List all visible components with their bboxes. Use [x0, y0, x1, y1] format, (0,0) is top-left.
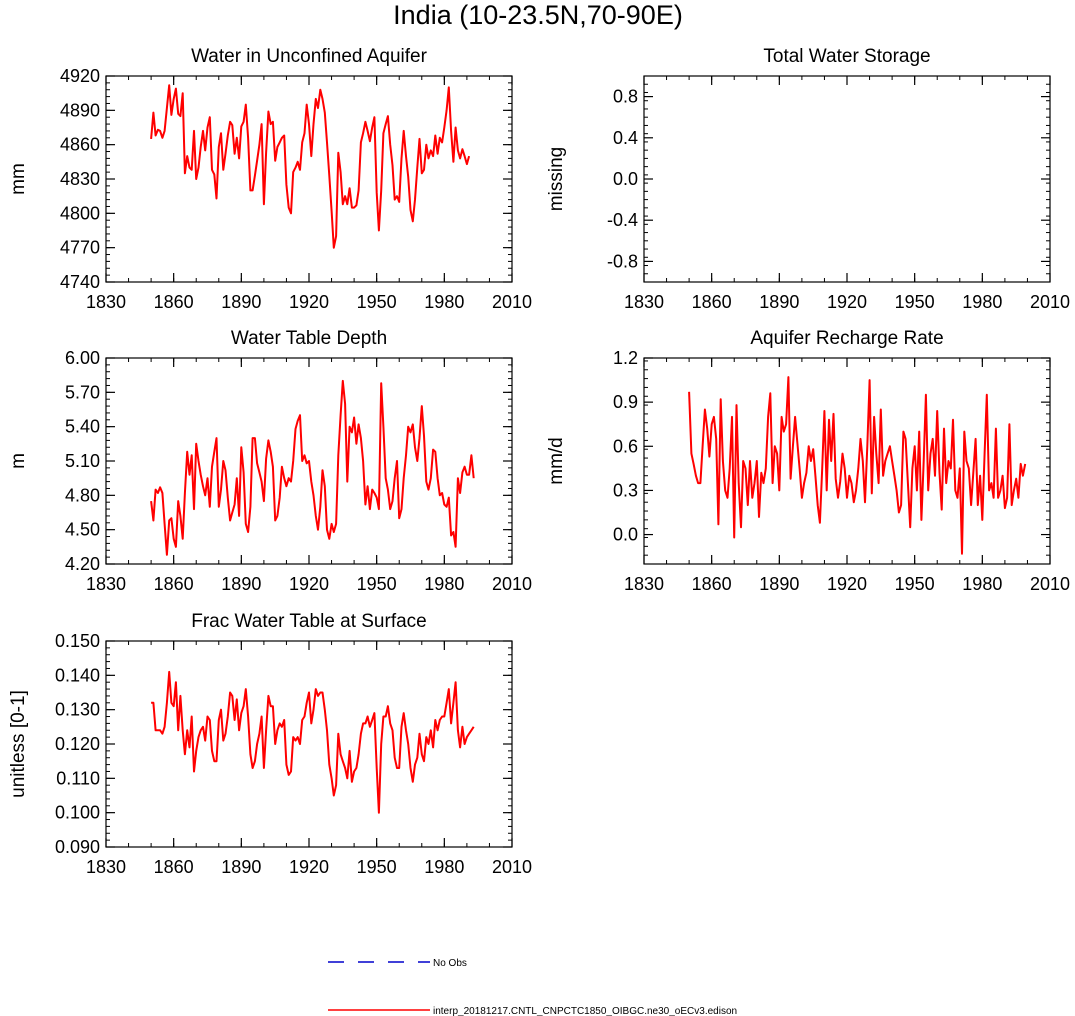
legend-obs-label: No Obs	[433, 958, 467, 969]
y-tick-label: 4890	[60, 100, 100, 120]
figure-title: India (10-23.5N,70-90E)	[393, 0, 683, 30]
y-tick-label: 4800	[60, 203, 100, 223]
x-tick-label: 1950	[357, 292, 397, 312]
y-axis-label: m	[8, 453, 29, 469]
y-tick-label: 4740	[60, 272, 100, 292]
y-tick-label: -0.8	[607, 251, 638, 271]
x-tick-label: 1860	[154, 857, 194, 877]
x-tick-label: 1890	[221, 292, 261, 312]
y-axis-label: mm	[8, 163, 29, 195]
legend: No Obs interp_20181217.CNTL_CNPCTC1850_O…	[328, 958, 737, 1016]
y-tick-label: 0.130	[55, 700, 100, 720]
x-tick-label: 1950	[357, 574, 397, 594]
y-tick-label: 5.40	[65, 417, 100, 437]
plot-frame	[643, 75, 1051, 283]
x-tick-label: 1860	[154, 292, 194, 312]
panel-title: Aquifer Recharge Rate	[750, 328, 943, 349]
x-tick-label: 1980	[424, 574, 464, 594]
x-tick-label: 1980	[962, 574, 1002, 594]
chart-panel-2: Total Water Storage missing 1830 1860 1890 19…	[546, 46, 1070, 312]
y-tick-label: 4920	[60, 66, 100, 86]
y-tick-label: 0.100	[55, 803, 100, 823]
x-tick-label: 1980	[424, 292, 464, 312]
y-tick-label: -0.4	[607, 210, 638, 230]
y-tick-label: 4.50	[65, 520, 100, 540]
y-tick-label: 0.8	[613, 87, 638, 107]
x-tick-label: 1950	[895, 292, 935, 312]
plot-frame	[105, 640, 513, 848]
x-tick-label: 1860	[692, 292, 732, 312]
series-line	[688, 376, 1027, 555]
x-tick-label: 2010	[1030, 292, 1070, 312]
x-tick-label: 1830	[624, 292, 664, 312]
panel-title: Total Water Storage	[763, 46, 930, 67]
x-tick-label: 1920	[289, 857, 329, 877]
x-tick-label: 1950	[357, 857, 397, 877]
x-tick-label: 2010	[492, 857, 532, 877]
y-tick-label: 4770	[60, 238, 100, 258]
y-tick-label: 1.2	[613, 348, 638, 368]
x-tick-label: 1890	[759, 292, 799, 312]
chart-panel-3: Water Table Depth m 1830 1860 1890 1920 1950 19…	[8, 328, 532, 594]
y-tick-label: 0.6	[613, 436, 638, 456]
legend-model-label: interp_20181217.CNTL_CNPCTC1850_OIBGC.ne…	[433, 1006, 737, 1016]
series-line	[150, 84, 471, 249]
y-axis-label: mm/d	[546, 437, 567, 485]
y-tick-label: 0.090	[55, 837, 100, 857]
y-tick-label: 5.10	[65, 451, 100, 471]
y-tick-label: 4.20	[65, 554, 100, 574]
x-tick-label: 1920	[289, 292, 329, 312]
y-tick-label: 0.9	[613, 392, 638, 412]
y-tick-label: 0.150	[55, 631, 100, 651]
series-line	[151, 670, 475, 814]
y-tick-label: 4.80	[65, 485, 100, 505]
x-tick-label: 1890	[221, 857, 261, 877]
y-tick-label: 4830	[60, 169, 100, 189]
chart-panel-4: Aquifer Recharge Rate mm/d 1830 1860 1890 192…	[546, 328, 1070, 594]
chart-panel-5: Frac Water Table at Surface unitless [0-1…	[8, 611, 532, 877]
x-tick-label: 1920	[827, 574, 867, 594]
x-tick-label: 1980	[424, 857, 464, 877]
x-tick-label: 1890	[759, 574, 799, 594]
y-tick-label: 0.0	[613, 525, 638, 545]
x-tick-label: 1830	[86, 292, 126, 312]
y-tick-label: 0.0	[613, 169, 638, 189]
x-tick-label: 1860	[154, 574, 194, 594]
panel-title: Water in Unconfined Aquifer	[191, 46, 428, 67]
y-tick-label: 5.70	[65, 382, 100, 402]
x-tick-label: 1920	[289, 574, 329, 594]
x-tick-label: 1830	[86, 857, 126, 877]
y-tick-label: 6.00	[65, 348, 100, 368]
panel-title: Frac Water Table at Surface	[191, 611, 427, 632]
y-tick-label: 0.3	[613, 480, 638, 500]
x-tick-label: 1890	[221, 574, 261, 594]
y-tick-label: 4860	[60, 135, 100, 155]
y-tick-label: 0.120	[55, 734, 100, 754]
x-tick-label: 2010	[1030, 574, 1070, 594]
x-tick-label: 1860	[692, 574, 732, 594]
y-tick-label: 0.110	[56, 768, 100, 788]
x-tick-label: 1950	[895, 574, 935, 594]
panel-title: Water Table Depth	[231, 328, 387, 349]
y-tick-label: 0.4	[613, 128, 638, 148]
x-tick-label: 2010	[492, 292, 532, 312]
y-axis-label: unitless [0-1]	[8, 690, 29, 798]
x-tick-label: 1920	[827, 292, 867, 312]
chart-panel-1: Water in Unconfined Aquifer mm 1830 1860 189…	[8, 46, 532, 312]
x-tick-label: 1830	[624, 574, 664, 594]
y-tick-label: 0.140	[55, 665, 100, 685]
x-tick-label: 1830	[86, 574, 126, 594]
y-axis-label: missing	[546, 147, 567, 211]
series-line	[150, 379, 475, 556]
x-tick-label: 1980	[962, 292, 1002, 312]
x-tick-label: 2010	[492, 574, 532, 594]
